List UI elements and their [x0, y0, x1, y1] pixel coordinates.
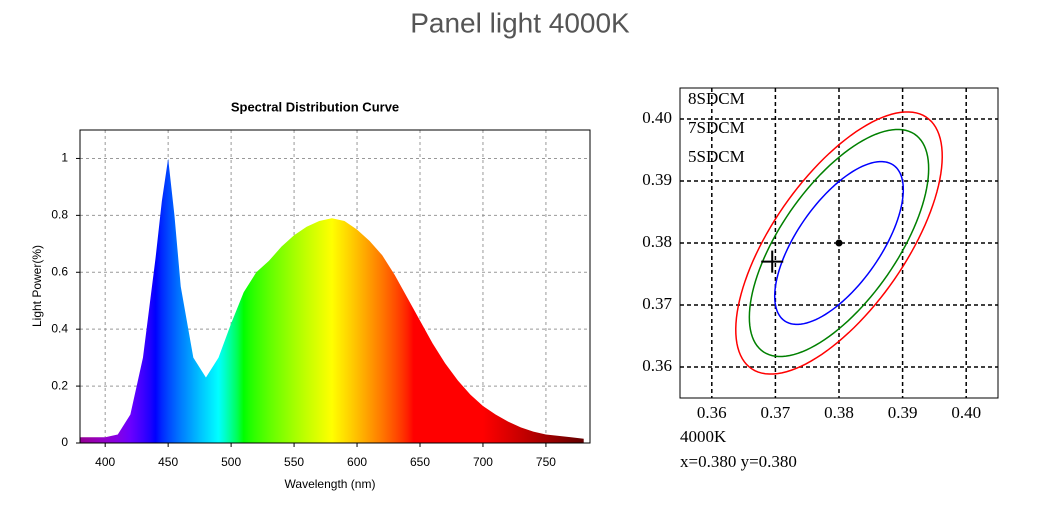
y-tick-label: 1 — [61, 151, 68, 165]
legend-entry: 8SDCM — [688, 89, 745, 108]
x-tick-label: 700 — [473, 455, 493, 469]
x-tick-label: 600 — [347, 455, 367, 469]
y-tick-label: 0.6 — [51, 264, 68, 278]
y-tick-label: 0.38 — [642, 232, 672, 251]
y-tick-label: 0.37 — [642, 294, 672, 313]
measured-marker — [761, 250, 784, 273]
y-tick-label: 0.40 — [642, 108, 672, 127]
x-tick-label: 450 — [158, 455, 178, 469]
x-tick-label: 0.40 — [951, 403, 981, 422]
x-tick-label: 0.36 — [697, 403, 727, 422]
legend-entry: 5SDCM — [688, 147, 745, 166]
x-tick-label: 750 — [536, 455, 556, 469]
chart-title: Spectral Distribution Curve — [231, 99, 399, 114]
annotation: 4000K — [680, 427, 727, 446]
y-tick-label: 0.36 — [642, 356, 672, 375]
spectrum-area — [80, 158, 584, 444]
x-tick-label: 0.37 — [761, 403, 791, 422]
plot-frame — [79, 129, 591, 444]
y-tick-label: 0.2 — [51, 378, 68, 392]
page-title: Panel light 4000K — [410, 7, 630, 38]
x-axis-label: Wavelength (nm) — [285, 477, 376, 491]
sdcm-ellipse — [735, 111, 943, 375]
plot-frame — [679, 87, 999, 399]
x-tick-label: 650 — [410, 455, 430, 469]
y-axis-label: Light Power(%) — [30, 245, 44, 327]
center-point — [835, 239, 843, 247]
y-tick-label: 0.39 — [642, 170, 672, 189]
x-tick-label: 500 — [221, 455, 241, 469]
x-tick-label: 0.39 — [888, 403, 918, 422]
y-tick-label: 0.4 — [51, 321, 68, 335]
x-tick-label: 550 — [284, 455, 304, 469]
x-tick-label: 400 — [95, 455, 115, 469]
y-tick-label: 0.8 — [51, 208, 68, 222]
y-tick-label: 0 — [61, 435, 68, 449]
annotation: x=0.380 y=0.380 — [680, 452, 797, 471]
legend-entry: 7SDCM — [688, 118, 745, 137]
x-tick-label: 0.38 — [824, 403, 854, 422]
sdcm-ellipse — [748, 128, 930, 358]
sdcm-ellipse — [773, 160, 905, 326]
